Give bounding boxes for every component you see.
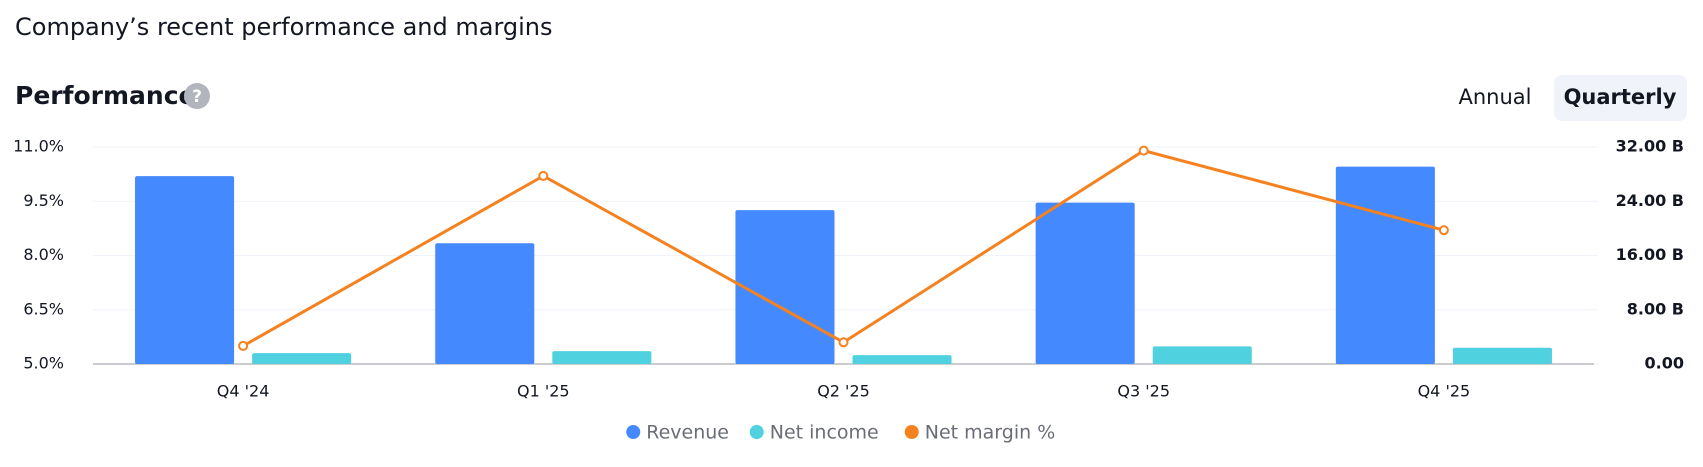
bar xyxy=(1452,347,1552,364)
bar xyxy=(735,210,835,364)
line-point xyxy=(838,337,849,348)
y2-tick-label: 24.00 B xyxy=(1616,191,1684,210)
bar xyxy=(435,243,535,364)
y-tick-label: 9.5% xyxy=(23,191,64,210)
bar xyxy=(852,355,952,364)
bar xyxy=(1335,166,1435,364)
tab[interactable]: Quarterly xyxy=(1564,85,1677,109)
x-tick-label: Q2 '25 xyxy=(817,382,870,401)
bar xyxy=(1152,346,1252,364)
x-tick-label: Q1 '25 xyxy=(517,382,570,401)
line-point xyxy=(538,170,549,181)
y2-tick-label: 0.00 xyxy=(1645,354,1684,373)
line-point xyxy=(1138,145,1149,156)
legend-label: Net income xyxy=(770,422,879,444)
legend-marker xyxy=(904,425,919,439)
x-tick-label: Q4 '25 xyxy=(1418,382,1471,401)
help-icon[interactable]: ? xyxy=(192,87,202,107)
bar xyxy=(552,351,652,364)
legend-marker xyxy=(626,425,641,439)
legend-marker xyxy=(749,425,764,439)
y-tick-label: 11.0% xyxy=(13,137,64,156)
section-title: Performance xyxy=(15,81,195,110)
line-point xyxy=(1438,225,1449,236)
bar xyxy=(1035,202,1135,364)
page-title: Company’s recent performance and margins xyxy=(15,13,553,41)
y-tick-label: 5.0% xyxy=(23,354,64,373)
x-tick-label: Q3 '25 xyxy=(1117,382,1170,401)
legend-label: Revenue xyxy=(646,422,729,444)
y2-tick-label: 16.00 B xyxy=(1616,245,1684,264)
line xyxy=(242,148,1445,348)
y2-tick-label: 8.00 B xyxy=(1627,299,1684,318)
tab-active-bg xyxy=(1554,75,1687,121)
line-point xyxy=(238,340,249,351)
x-tick-label: Q4 '24 xyxy=(217,382,270,401)
help-icon-bg[interactable] xyxy=(184,83,210,109)
bar xyxy=(252,353,352,364)
bar xyxy=(135,176,235,364)
legend-label: Net margin % xyxy=(925,422,1056,444)
y-tick-label: 6.5% xyxy=(23,299,64,318)
tab[interactable]: Annual xyxy=(1459,85,1532,109)
y2-tick-label: 32.00 B xyxy=(1616,137,1684,156)
y-tick-label: 8.0% xyxy=(23,245,64,264)
